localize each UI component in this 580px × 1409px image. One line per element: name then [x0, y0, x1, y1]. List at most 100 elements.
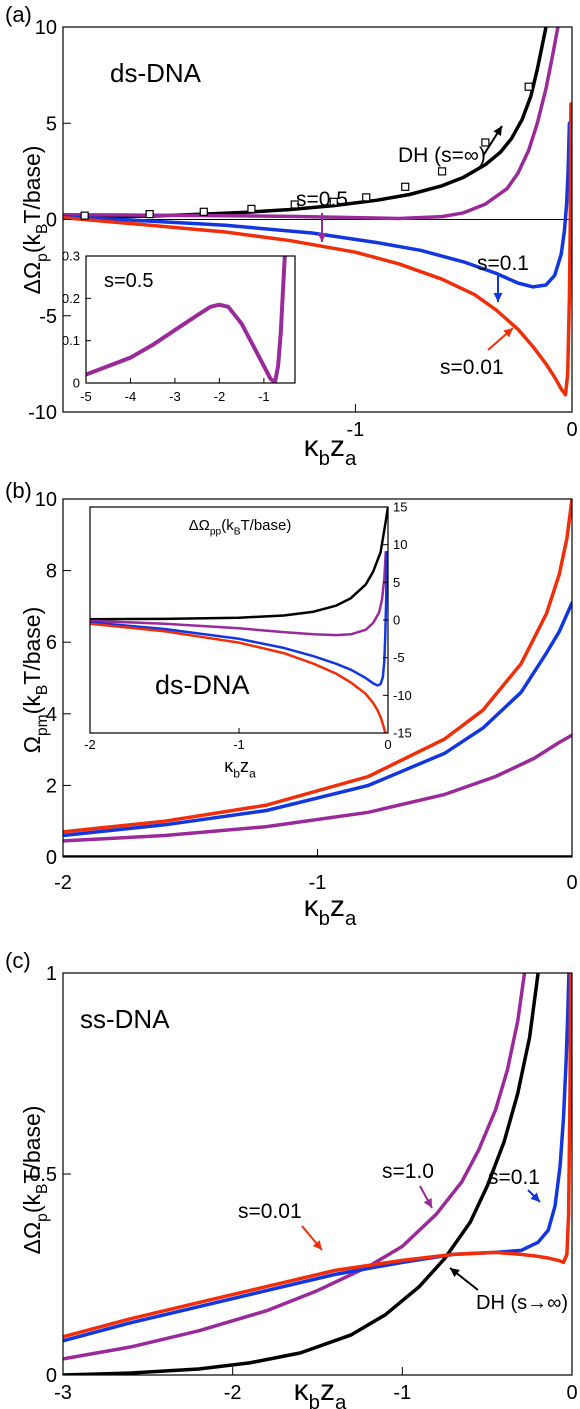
inset-a-ytick-label: 0.1: [62, 333, 80, 348]
inset-b-series-line: [90, 550, 388, 687]
panel-c-series-line: [63, 973, 540, 1375]
annotation-s01: s=0.1: [477, 252, 529, 275]
panel-b-ytick-label: 10: [35, 489, 57, 511]
panel-c-xtick-label: -3: [54, 1382, 72, 1404]
arrow-dh-head: [450, 1268, 460, 1278]
inset-a: -5 -4 -3 -2 -1 0 0.1 0.2 0.3 s=0.5: [62, 249, 296, 404]
panel-a-ytick-label: -5: [39, 306, 57, 328]
inset-b: -2 -1 0-15-10-5051015ΔΩpp(kBT/base)ds-DNAκ…: [84, 500, 412, 781]
inset-b-ytick-label: -5: [393, 650, 405, 665]
annotation-s10: s=1.0: [382, 1160, 434, 1183]
x-axis-label: κbza: [294, 1374, 347, 1409]
arrow-s001-head: [312, 1240, 322, 1250]
inset-b-ytick-label: -10: [393, 688, 412, 703]
panel-b-series-line: [63, 499, 572, 834]
inset-b-ytick-label: 10: [393, 537, 407, 552]
annotation-dh: DH (s→∞): [476, 1292, 568, 1314]
inset-a-ytick-label: 0.2: [62, 291, 80, 306]
annotation-s001: s=0.01: [238, 1200, 302, 1223]
annotation-s001: s=0.01: [440, 356, 504, 379]
panel-c-ytick-label: 0.5: [29, 1164, 57, 1186]
panel-b-series-line: [63, 733, 572, 843]
inset-b-xtick-label: -1: [233, 737, 245, 752]
panel-c-series-line: [63, 973, 572, 1339]
panel-a-marker: [437, 167, 447, 176]
arrow-s10-head: [423, 1197, 432, 1208]
panel-c-ytick-label: 0: [46, 1365, 57, 1387]
panel-a-marker: [329, 197, 338, 206]
inset-a-ytick-label: 0: [73, 376, 80, 391]
inset-a-xtick-label: -3: [169, 389, 181, 404]
panel-b-ytick-label: 2: [46, 775, 57, 797]
panel-a-marker: [481, 138, 490, 147]
inset-title: ΔΩpp(kBT/base): [189, 517, 292, 538]
panel-c-xtick-label: -2: [224, 1382, 242, 1404]
panel-a-marker: [247, 204, 256, 214]
x-axis-label: κbza: [304, 430, 357, 470]
arrow-s05-head: [317, 233, 327, 242]
inset-b-series-line: [90, 550, 388, 637]
panel-a-ytick-label: -10: [28, 402, 57, 424]
inset-b-series-line: [90, 622, 388, 733]
chart-title: ss-DNA: [80, 1004, 170, 1034]
panel-a-series-line: [63, 121, 572, 289]
inset-b-ytick-label: 5: [393, 575, 400, 590]
inset-a-ytick-label: 0.3: [62, 249, 80, 264]
inset-a-xtick-label: -2: [214, 389, 226, 404]
panel-a-ytick-label: 5: [46, 113, 57, 135]
panel-b-xtick-label: -2: [54, 872, 72, 894]
panel-a-marker: [199, 207, 208, 216]
panel-b-ytick-label: 6: [46, 632, 57, 654]
inset-b-series-line: [90, 507, 388, 621]
panel-a-marker: [290, 200, 299, 209]
panel-c-series-line: [63, 973, 571, 1343]
inset-a-xtick-label: -4: [125, 389, 137, 404]
panel-b-ytick-label: 0: [46, 847, 57, 869]
annotation-s05: s=0.5: [296, 188, 348, 211]
panel-b-xtick-label: 0: [566, 872, 577, 894]
panel-a-marker: [80, 211, 89, 220]
y-axis-label: ΔΩp(kBT/base): [19, 146, 51, 295]
panel-c-xtick-label: -1: [393, 1382, 411, 1404]
chart-title: ds-DNA: [110, 58, 202, 88]
inset-b-xtick-label: 0: [384, 737, 391, 752]
inset-a-xtick-label: -1: [258, 389, 270, 404]
panel-a-ytick-label: 10: [35, 17, 57, 39]
panel-c: (c) -3 -2 -1 0 0 0.5 1 ss-DNA κbza ΔΩp(kBT/base) s=…: [5, 948, 578, 1409]
arrow-s01-head: [493, 293, 503, 302]
x-axis-label: κbza: [304, 890, 357, 930]
panel-b-ytick-label: 8: [46, 561, 57, 583]
y-axis-label: Ωpm(kBT/base): [19, 607, 51, 754]
inset-title: s=0.5: [104, 270, 153, 292]
panel-label: (a): [5, 2, 32, 27]
panel-a-marker: [145, 210, 154, 219]
arrow-s01-head: [530, 1192, 540, 1202]
inset-b-ytick-label: 0: [393, 613, 400, 628]
panel-a-series-line: [63, 102, 572, 397]
inset-x-axis-label: κbza: [224, 756, 256, 780]
panel-label: (b): [5, 478, 32, 503]
panel-a-marker: [524, 82, 533, 91]
inset-b-xtick-label: -2: [84, 737, 96, 752]
panel-a-ytick-label: 0: [46, 210, 57, 232]
panel-a-xtick-label: -1: [347, 419, 365, 441]
panel-a-xtick-label: 0: [566, 419, 577, 441]
panel-c-series-line: [63, 973, 527, 1361]
inset-label: ds-DNA: [155, 670, 250, 700]
panel-c-ytick-label: 1: [46, 963, 57, 985]
panel-c-xtick-label: 0: [566, 1382, 577, 1404]
inset-a-xtick-label: -5: [80, 389, 92, 404]
arrow-s001-head: [503, 328, 513, 338]
inset-b-ytick-label: -15: [393, 726, 412, 741]
panel-a-series-line: [63, 27, 560, 221]
y-axis-label: ΔΩp(kBT/base): [19, 1106, 51, 1255]
panel-b-series-line: [63, 601, 572, 838]
inset-frame: [85, 255, 296, 384]
panel-b-ytick-label: 4: [46, 704, 57, 726]
panel-b-xtick-label: -1: [309, 872, 327, 894]
inset-b-ytick-label: 15: [393, 500, 407, 515]
annotation-s01: s=0.1: [488, 1166, 540, 1189]
